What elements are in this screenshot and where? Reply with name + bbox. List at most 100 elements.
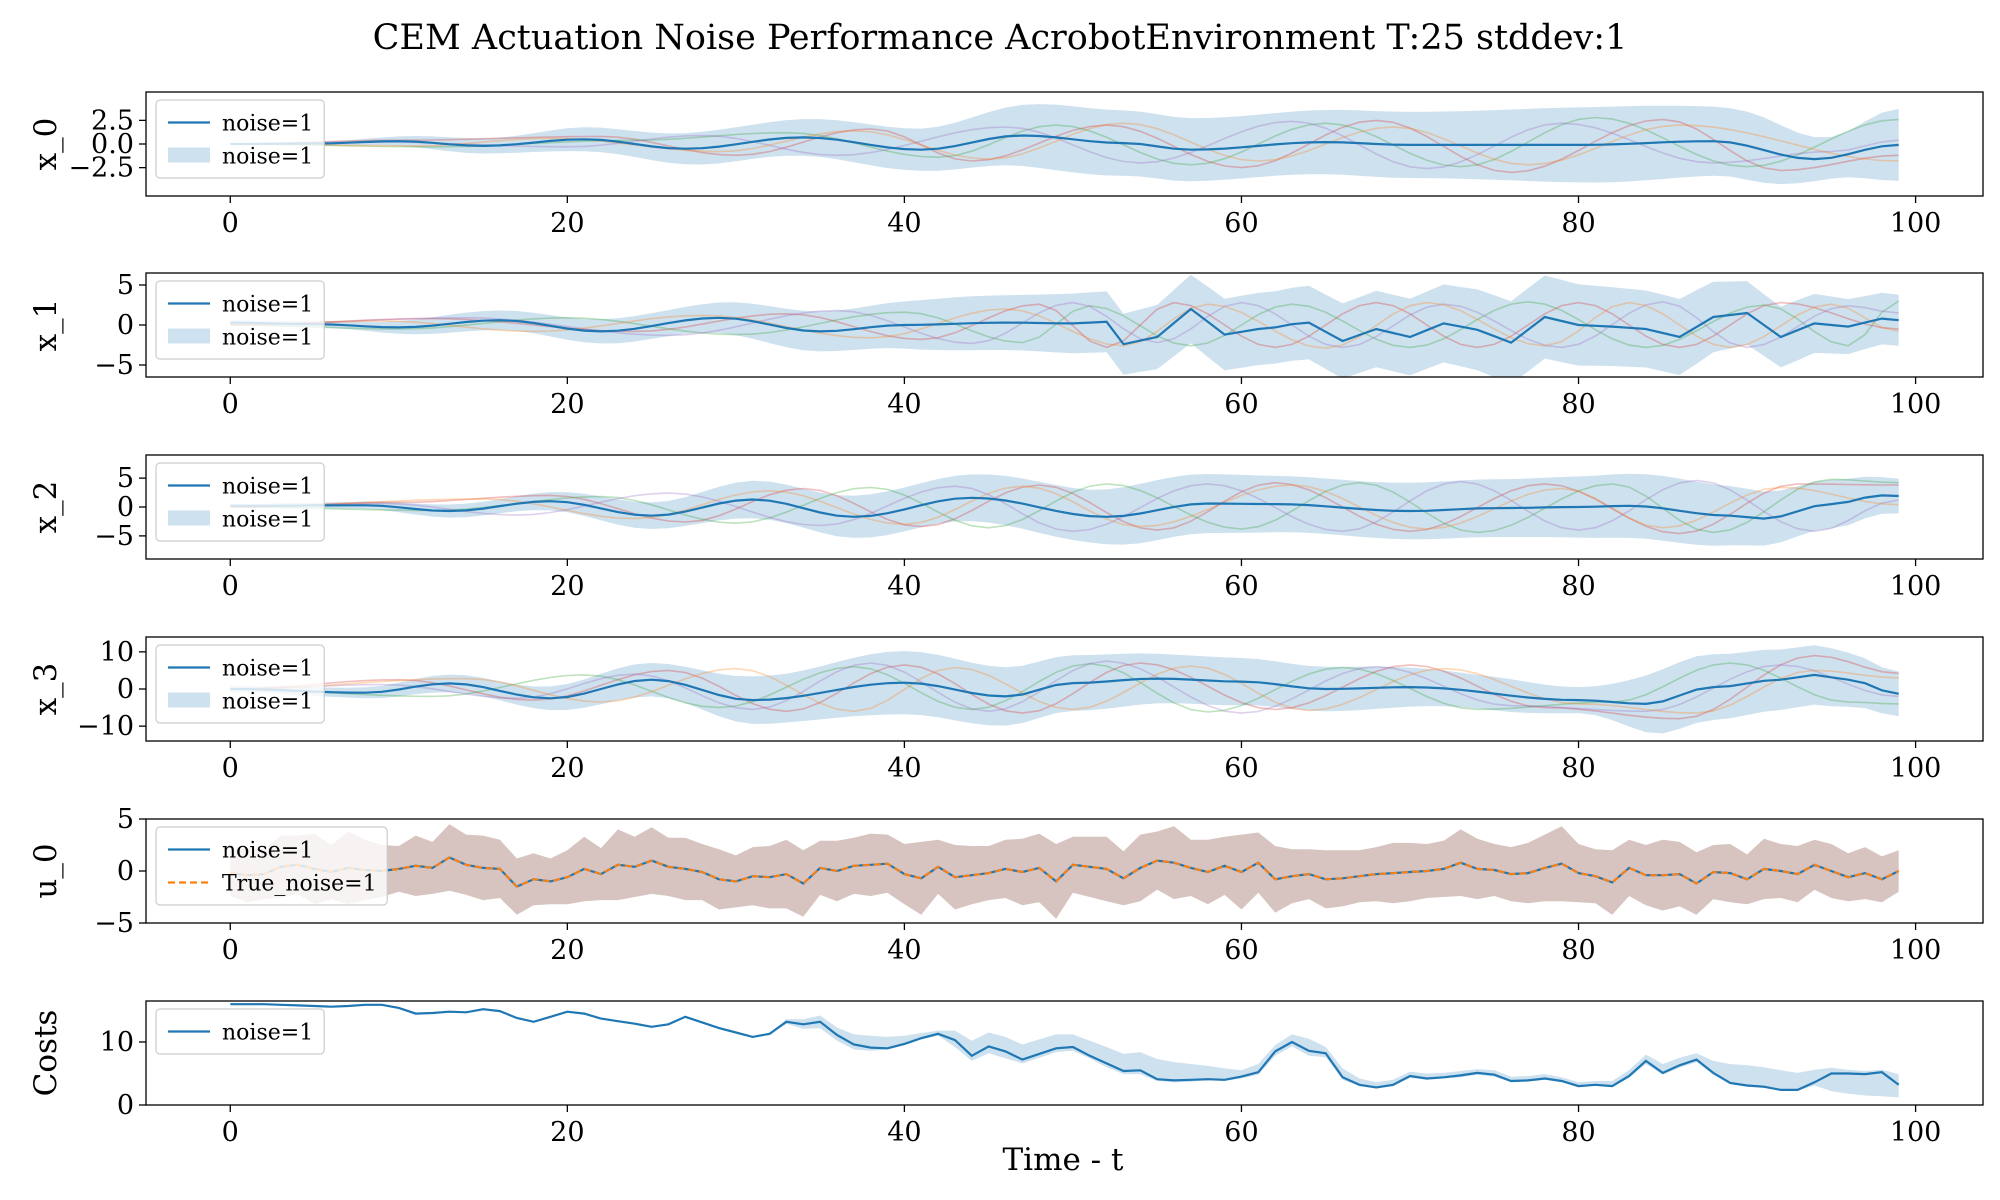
legend-band-swatch xyxy=(168,692,210,708)
legend-box xyxy=(155,826,388,906)
legend-label: noise=1 xyxy=(222,475,313,500)
x-tick-label: 40 xyxy=(887,208,921,239)
legend-label: noise=1 xyxy=(222,293,313,318)
y-tick-label: −5 xyxy=(94,521,134,552)
chart-title: CEM Actuation Noise Performance AcrobotE… xyxy=(373,18,1628,58)
x-tick-label: 20 xyxy=(550,389,584,420)
sample-line-4 xyxy=(230,484,1899,530)
x-tick-label: 100 xyxy=(1890,935,1942,966)
x-tick-label: 0 xyxy=(222,208,239,239)
x-tick-label: 60 xyxy=(1224,389,1258,420)
x-tick-label: 60 xyxy=(1224,1117,1258,1148)
std-band xyxy=(230,274,1899,377)
y-tick-label: 0 xyxy=(117,674,134,705)
mean-line xyxy=(230,494,1899,520)
y-axis-label: x_3 xyxy=(28,663,64,716)
subplot-x_0: 0 20 40 60 80 100 2.50.0−2.5x_0 noise=1 noise=1 xyxy=(28,91,1984,239)
mean-line xyxy=(230,673,1899,706)
legend: noise=1 xyxy=(155,1008,325,1055)
legend-label: True_noise=1 xyxy=(222,872,377,897)
x-tick-label: 40 xyxy=(887,571,921,602)
x-tick-label: 20 xyxy=(550,208,584,239)
legend: noise=1 True_noise=1 xyxy=(155,826,388,906)
std-band xyxy=(230,473,1899,546)
y-axis-label: Costs xyxy=(28,1010,64,1097)
x-tick-label: 40 xyxy=(887,935,921,966)
x-tick-label: 80 xyxy=(1561,571,1595,602)
sample-line-2 xyxy=(230,662,1899,713)
x-tick-label: 0 xyxy=(222,753,239,784)
x-tick-label: 20 xyxy=(550,935,584,966)
legend-label: noise=1 xyxy=(222,145,313,170)
y-tick-label: 0 xyxy=(117,1090,134,1121)
plot-area xyxy=(230,1003,1900,1098)
plot-area xyxy=(230,824,1900,919)
x-tick-label: 40 xyxy=(887,753,921,784)
legend-label: noise=1 xyxy=(222,112,313,137)
x-tick-label: 100 xyxy=(1890,389,1942,420)
legend-box xyxy=(155,1008,325,1055)
x-tick-label: 0 xyxy=(222,389,239,420)
x-tick-label: 100 xyxy=(1890,1117,1942,1148)
legend-label: noise=1 xyxy=(222,839,313,864)
y-tick-label: 0.0 xyxy=(91,129,134,160)
sample-line-3 xyxy=(230,479,1899,533)
legend-band-swatch xyxy=(168,147,210,163)
legend-box xyxy=(155,280,325,360)
y-tick-label: 10 xyxy=(100,637,134,668)
y-tick-label: 10 xyxy=(100,1027,134,1058)
plot-area xyxy=(230,473,1899,546)
legend-box xyxy=(155,462,325,542)
sample-line-1 xyxy=(230,654,1899,720)
plot-area xyxy=(230,645,1899,734)
true-action-line xyxy=(230,856,1900,888)
y-tick-label: 0 xyxy=(117,856,134,887)
x-tick-label: 20 xyxy=(550,571,584,602)
x-tick-label: 100 xyxy=(1890,208,1942,239)
legend-box xyxy=(155,644,325,724)
x-tick-label: 100 xyxy=(1890,571,1942,602)
legend-band-swatch xyxy=(168,510,210,526)
y-tick-label: 5 xyxy=(117,270,134,301)
x-tick-label: 0 xyxy=(222,1117,239,1148)
x-tick-label: 60 xyxy=(1224,935,1258,966)
x-tick-label: 80 xyxy=(1561,935,1595,966)
std-band xyxy=(230,645,1899,734)
legend-label: noise=1 xyxy=(222,690,313,715)
sample-line-1 xyxy=(230,481,1899,535)
legend-label: noise=1 xyxy=(222,508,313,533)
action-band xyxy=(230,824,1899,919)
axes-frame xyxy=(145,1000,1984,1106)
sample-line-1 xyxy=(230,118,1899,174)
x-tick-label: 100 xyxy=(1890,753,1942,784)
legend-label: noise=1 xyxy=(222,657,313,682)
plot-area xyxy=(230,104,1899,185)
x-tick-label: 60 xyxy=(1224,753,1258,784)
x-tick-label: 20 xyxy=(550,753,584,784)
x-axis-label: Time - t xyxy=(1003,1142,1125,1178)
legend: noise=1 noise=1 xyxy=(155,280,325,360)
y-tick-label: −2.5 xyxy=(68,153,134,184)
legend-box xyxy=(155,99,325,179)
y-tick-label: 2.5 xyxy=(91,105,134,136)
x-tick-label: 0 xyxy=(222,571,239,602)
x-tick-label: 80 xyxy=(1561,1117,1595,1148)
legend-band-swatch xyxy=(168,328,210,344)
mean-line xyxy=(230,307,1899,346)
subplot-u_0: 0 20 40 60 80 100 5 0 −5 u_0 noise=1 True_noise=1 xyxy=(28,804,1984,966)
y-tick-label: −10 xyxy=(77,711,134,742)
x-tick-label: 60 xyxy=(1224,571,1258,602)
x-tick-label: 40 xyxy=(887,389,921,420)
cost-mean-line xyxy=(230,1003,1900,1091)
legend: noise=1 noise=1 xyxy=(155,644,325,724)
plot-area xyxy=(230,274,1900,377)
sample-line-4 xyxy=(230,665,1899,714)
x-tick-label: 80 xyxy=(1561,208,1595,239)
y-axis-label: x_2 xyxy=(28,481,64,534)
y-axis-label: x_0 xyxy=(28,118,64,171)
